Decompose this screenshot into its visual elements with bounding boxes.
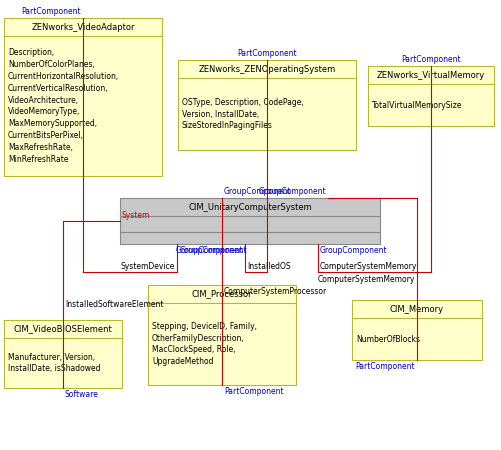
Text: TotalVirtualMemorySize: TotalVirtualMemorySize (372, 100, 462, 109)
Text: ComputerSystemMemory: ComputerSystemMemory (318, 274, 415, 284)
Text: System: System (122, 211, 150, 220)
Text: Manufacturer, Version,
InstallDate, isShadowed: Manufacturer, Version, InstallDate, isSh… (8, 353, 101, 374)
Text: PartComponent: PartComponent (401, 55, 461, 64)
Text: InstalledOS: InstalledOS (247, 262, 291, 271)
Text: Stepping, DeviceID, Family,
OtherFamilyDescription,
MacClockSpeed, Role,
Upgrade: Stepping, DeviceID, Family, OtherFamilyD… (152, 322, 257, 366)
Text: PartComponent: PartComponent (224, 387, 284, 396)
Text: PartComponent: PartComponent (22, 7, 81, 16)
Text: GroupComponent: GroupComponent (175, 246, 243, 255)
Bar (178, 60, 356, 150)
Text: ComputerSystemProcessor: ComputerSystemProcessor (224, 287, 327, 296)
Text: GroupComponent: GroupComponent (224, 187, 292, 196)
Text: GroupComponent: GroupComponent (259, 187, 326, 196)
Text: ZENworks_VideoAdaptor: ZENworks_VideoAdaptor (31, 22, 135, 32)
Text: Software: Software (65, 390, 99, 399)
Text: CIM_UnitaryComputerSystem: CIM_UnitaryComputerSystem (188, 202, 312, 211)
Text: GroupComponent: GroupComponent (320, 246, 387, 255)
Text: PartComponent: PartComponent (237, 49, 297, 58)
Text: GroupComponent: GroupComponent (179, 246, 247, 255)
Text: CIM_VideoBIOSElement: CIM_VideoBIOSElement (14, 324, 112, 333)
Text: NumberOfBlocks: NumberOfBlocks (356, 334, 420, 343)
Bar (352, 300, 482, 360)
Bar (4, 18, 162, 176)
Text: SystemDevice: SystemDevice (121, 262, 175, 271)
Bar (120, 198, 380, 244)
Text: CIM_Memory: CIM_Memory (390, 305, 444, 314)
Text: ZENworks_ZENOperatingSystem: ZENworks_ZENOperatingSystem (198, 64, 336, 73)
Bar (368, 66, 494, 126)
Text: CIM_Processor: CIM_Processor (192, 289, 253, 298)
Bar (4, 320, 122, 388)
Text: OSType, Description, CodePage,
Version, InstallDate,
SizeStoredInPagingFiles: OSType, Description, CodePage, Version, … (182, 98, 304, 130)
Text: PartComponent: PartComponent (355, 362, 415, 371)
Text: ZENworks_VirtualMemory: ZENworks_VirtualMemory (377, 71, 485, 80)
Text: InstalledSoftwareElement: InstalledSoftwareElement (65, 300, 163, 309)
Bar (148, 285, 296, 385)
Text: Description,
NumberOfColorPlanes,
CurrentHorizontalResolution,
CurrentVerticalRe: Description, NumberOfColorPlanes, Curren… (8, 49, 119, 164)
Text: ComputerSystemMemory: ComputerSystemMemory (320, 262, 417, 271)
